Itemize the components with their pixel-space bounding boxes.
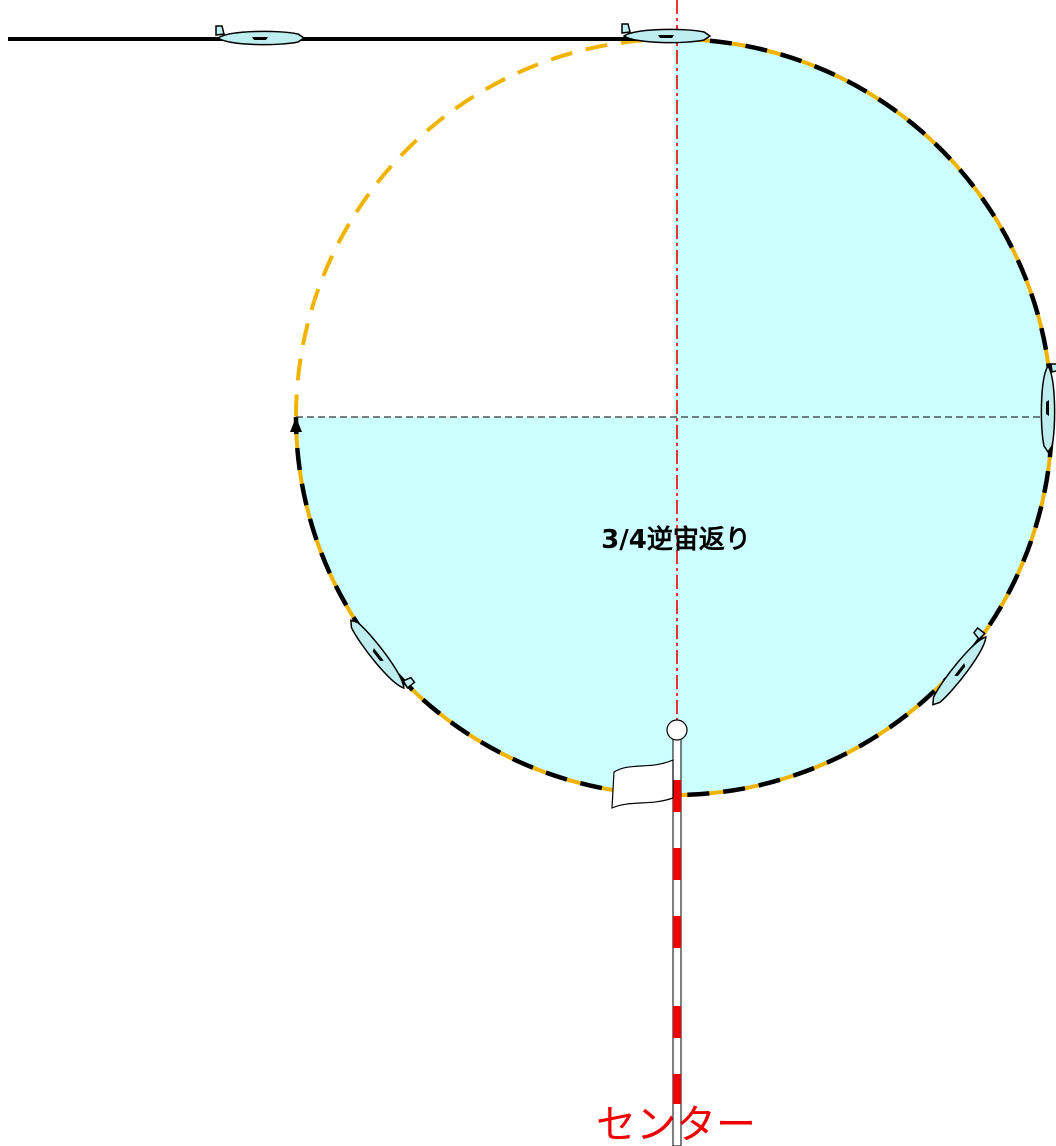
center-pole [612,720,687,1146]
center-label: センター [596,1102,756,1146]
plane [622,24,710,43]
plane [1041,364,1056,452]
plane [216,26,304,45]
maneuver-label: 3/4逆宙返り [601,524,751,555]
maneuver-diagram: 3/4逆宙返り センター [0,0,1056,1146]
